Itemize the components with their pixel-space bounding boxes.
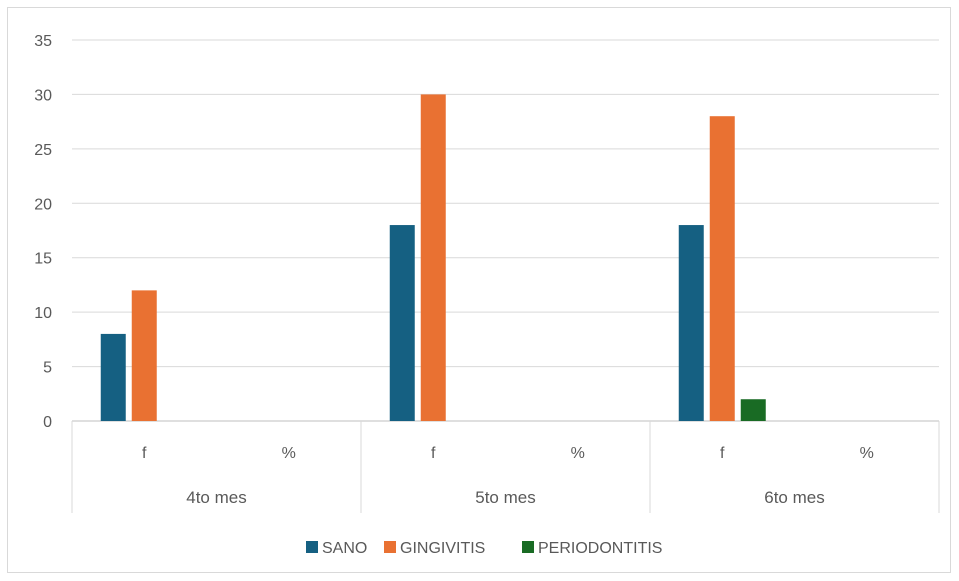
legend-label: GINGIVITIS: [400, 540, 485, 557]
x-category-label: %: [282, 445, 296, 462]
x-category-label: %: [860, 445, 874, 462]
y-tick-label: 25: [34, 142, 52, 159]
y-tick-label: 15: [34, 251, 52, 268]
y-tick-label: 0: [43, 414, 52, 431]
bar-gingivitis: [709, 116, 735, 421]
bar-chart: 0 5 10 15 20 25 30 35 f% f% f % 4to mes 5to mes 6to m…: [34, 33, 940, 557]
y-tick-label: 20: [34, 196, 52, 213]
x-category-label: f: [431, 445, 436, 462]
x-category-label: %: [571, 445, 585, 462]
legend-label: SANO: [322, 540, 367, 557]
bars: [100, 94, 766, 421]
y-tick-label: 35: [34, 33, 52, 50]
chart-frame: 0 5 10 15 20 25 30 35 f% f% f% 4to mes 5to mes 6to m…: [7, 7, 951, 573]
bar-sano: [100, 333, 126, 421]
bar-sano: [678, 225, 704, 421]
legend-label: PERIODONTITIS: [538, 540, 662, 557]
x-category-label: f: [142, 445, 147, 462]
x-category-label: f: [720, 445, 725, 462]
x-group-label: 4to mes: [186, 488, 246, 507]
bar-gingivitis: [131, 290, 157, 421]
legend: SANO GINGIVITIS PERIODONTITIS: [306, 540, 662, 557]
x-group-label: 6to mes: [764, 488, 824, 507]
bar-gingivitis: [420, 94, 446, 421]
y-tick-label: 30: [34, 87, 52, 104]
x-group-label: 5to mes: [475, 488, 535, 507]
x-axis: f% f% f % 4to mes 5to mes 6to mes: [71, 421, 940, 513]
legend-swatch: [384, 541, 396, 553]
legend-swatch: [522, 541, 534, 553]
y-tick-label: 10: [34, 305, 52, 322]
bar-sano: [389, 225, 415, 421]
y-axis-ticks: 0 5 10 15 20 25 30 35: [34, 33, 52, 431]
gridlines: [72, 39, 939, 422]
bar-periodontitis: [740, 399, 766, 421]
legend-swatch: [306, 541, 318, 553]
y-tick-label: 5: [43, 360, 52, 377]
